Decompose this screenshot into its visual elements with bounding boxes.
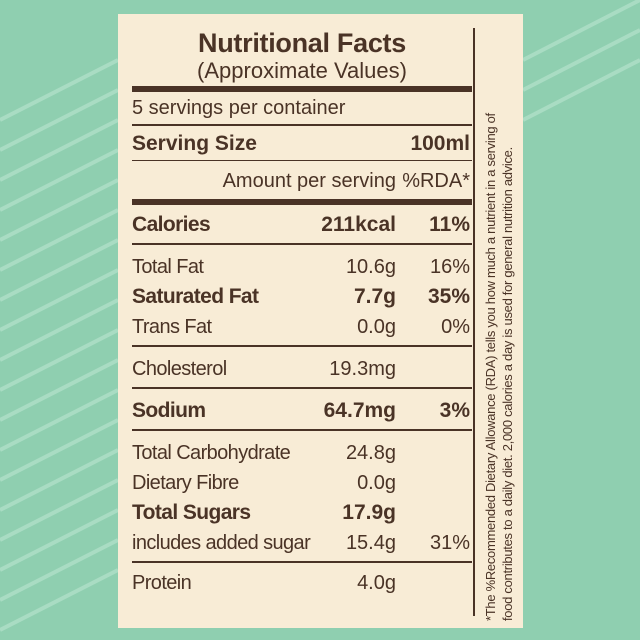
nutrient-rda-percent: 11% [429,213,470,236]
divider [132,243,472,245]
divider [132,345,472,347]
nutrient-label: Sodium [132,399,206,422]
footnote-line-2: food contributes to a daily diet. 2,000 … [499,147,515,621]
serving-size-value: 100ml [410,131,470,155]
divider [132,429,472,431]
nutrient-rda-percent: 31% [429,532,470,554]
amount-header-row: Amount per serving %RDA* [132,167,472,195]
nutrient-amount: 10.6g [345,256,396,278]
nutrient-label: includes added sugar [132,532,311,554]
nutrient-row: Saturated Fat 7.7g 35% [132,283,472,311]
rda-footnote: *The %Recommended Dietary Allowance (RDA… [474,14,523,628]
nutrient-amount: 7.7g [353,285,396,308]
nutrient-row: Protein 4.0g [132,569,472,597]
nutrient-row: Total Sugars 17.9g [132,499,472,527]
nutrient-amount: 24.8g [345,442,396,464]
divider [132,387,472,389]
nutrient-row: Total Carbohydrate 24.8g [132,439,472,467]
nutrient-amount: 211kcal [321,213,396,236]
divider-thick [132,199,472,205]
divider [132,561,472,563]
nutrient-label: Saturated Fat [132,285,259,308]
nutrient-row: Total Fat 10.6g 16% [132,253,472,281]
nutrient-row: Trans Fat 0.0g 0% [132,313,472,341]
nutrition-facts-panel: Nutritional Facts (Approximate Values) 5… [132,28,472,597]
nutrition-label-card: Nutritional Facts (Approximate Values) 5… [118,14,523,628]
nutrient-label: Dietary Fibre [132,472,239,494]
servings-row: 5 servings per container [132,94,472,122]
nutrient-amount: 0.0g [357,472,396,494]
nutrient-amount: 4.0g [357,572,396,594]
nutrient-rda-percent: 35% [427,285,470,308]
nutrient-amount: 19.3mg [329,358,396,380]
nutrient-label: Protein [132,572,192,594]
rda-header: %RDA* [402,170,470,192]
nutrient-row: Sodium 64.7mg 3% [132,397,472,425]
serving-size-row: Serving Size 100ml [132,130,472,158]
nutrient-label: Trans Fat [132,316,212,338]
label-title: Nutritional Facts [198,28,406,58]
nutrient-amount: 64.7mg [323,399,396,422]
footnote-line-1: *The %Recommended Dietary Allowance (RDA… [482,113,498,621]
nutrient-row: Dietary Fibre 0.0g [132,469,472,497]
vertical-divider [473,28,475,616]
nutrient-amount: 0.0g [357,316,396,338]
nutrient-label: Total Carbohydrate [132,442,291,464]
nutrient-label: Total Fat [132,256,204,278]
nutrient-rda-percent: 3% [439,399,470,422]
nutrient-row: Calories 211kcal 11% [132,211,472,239]
nutrient-rows: Calories 211kcal 11% Total Fat 10.6g 16% Satur… [132,211,472,597]
divider [132,124,472,126]
label-subtitle: (Approximate Values) [197,58,407,83]
divider-thick [132,86,472,92]
nutrient-label: Cholesterol [132,358,227,380]
divider [132,159,472,161]
nutrient-amount: 17.9g [342,501,396,524]
nutrient-row: Cholesterol 19.3mg [132,355,472,383]
servings-text: 5 servings per container [132,97,346,119]
amount-header: Amount per serving [222,170,396,192]
nutrient-label: Total Sugars [132,501,251,524]
nutrient-label: Calories [132,213,211,236]
nutrient-row: includes added sugar 15.4g 31% [132,529,472,557]
nutrient-rda-percent: 0% [441,316,470,338]
nutrient-rda-percent: 16% [429,256,470,278]
serving-size-label: Serving Size [132,131,257,155]
nutrient-amount: 15.4g [345,532,396,554]
